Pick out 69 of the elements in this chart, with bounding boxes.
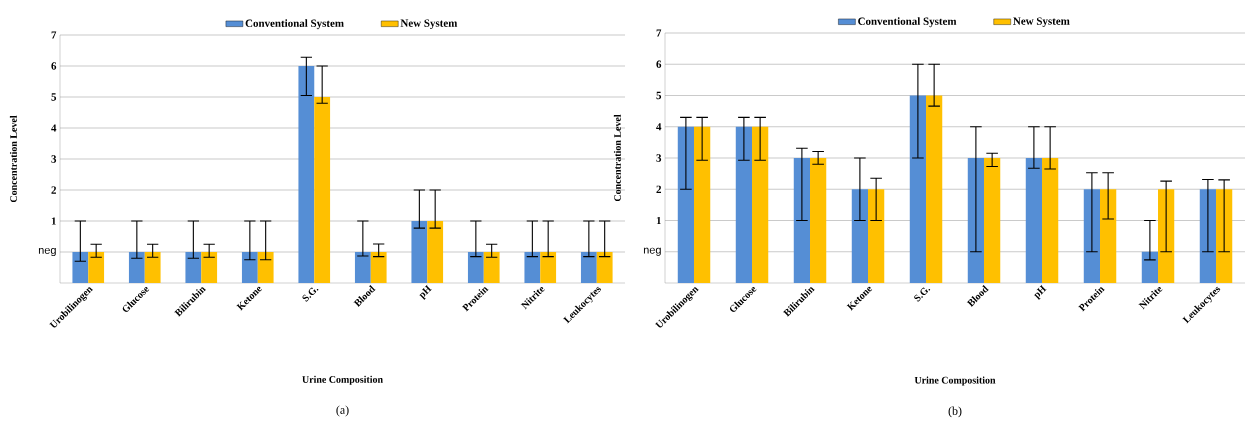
- bar: [580, 252, 597, 283]
- bar: [524, 252, 541, 283]
- x-axis-title: Urine Composition: [302, 375, 383, 385]
- bar: [694, 126, 711, 283]
- x-tick-label: S.G.: [914, 287, 931, 302]
- bar: [185, 252, 202, 283]
- y-tick-label: 7: [51, 31, 57, 39]
- bar: [851, 189, 869, 283]
- legend-label: Conventional System: [858, 17, 957, 28]
- bar: [72, 252, 89, 283]
- legend-label: New System: [400, 19, 458, 30]
- bar: [1042, 158, 1059, 283]
- x-tick-label: pH: [419, 284, 432, 301]
- bar: [677, 126, 695, 283]
- legend-label: New System: [1013, 17, 1070, 28]
- bar: [298, 66, 315, 283]
- x-tick-label: pH: [1034, 284, 1047, 301]
- y-tick-label: 6: [51, 62, 57, 70]
- bar: [868, 189, 885, 283]
- bar: [144, 252, 161, 283]
- bar: [810, 158, 827, 283]
- y-tick-label: 1: [656, 216, 661, 225]
- y-tick-label: 2: [656, 185, 662, 193]
- bar: [1216, 189, 1233, 283]
- bar: [1100, 189, 1117, 283]
- y-tick-label: 4: [656, 123, 662, 131]
- x-tick-label: S.G.: [302, 287, 319, 302]
- y-tick-label: 2: [51, 186, 57, 194]
- y-tick-label: 5: [51, 93, 57, 101]
- text: (a): [336, 405, 349, 417]
- bar: [370, 252, 387, 283]
- bar: [540, 252, 557, 283]
- bar: [201, 252, 218, 283]
- bar: [926, 95, 943, 283]
- bar: [257, 252, 274, 283]
- y-tick-label: 6: [656, 60, 662, 68]
- y-tick-label: 3: [51, 155, 57, 163]
- bar: [596, 252, 613, 283]
- bar: [411, 221, 428, 283]
- bar: [88, 252, 105, 283]
- bar: [467, 252, 484, 283]
- bar: [314, 97, 331, 283]
- bar: [1141, 251, 1159, 283]
- bar: [241, 252, 258, 283]
- bar: [1199, 189, 1217, 283]
- y-axis-title: Concentration Level: [9, 115, 17, 203]
- bar: [354, 252, 371, 283]
- bar: [984, 158, 1001, 283]
- bar: [427, 221, 444, 283]
- y-tick-label: 1: [51, 217, 56, 225]
- bar: [1025, 158, 1043, 283]
- text: (b): [948, 406, 962, 418]
- y-tick-label: 7: [656, 29, 662, 37]
- y-axis-title: Concentration Level: [613, 114, 621, 202]
- y-tick-label: neg: [643, 247, 661, 256]
- bar: [793, 158, 811, 283]
- bar: [1158, 189, 1175, 283]
- bar: [735, 126, 753, 283]
- bar: [483, 252, 500, 283]
- y-tick-label: 4: [51, 124, 57, 132]
- x-axis-title: Urine Composition: [914, 376, 996, 386]
- bar: [128, 252, 145, 283]
- legend-label: Conventional System: [245, 19, 344, 30]
- y-tick-label: neg: [38, 247, 56, 257]
- bar: [1083, 189, 1101, 283]
- y-tick-label: 3: [656, 154, 662, 162]
- bar: [909, 95, 927, 283]
- bar: [752, 126, 769, 283]
- y-tick-label: 5: [656, 91, 662, 100]
